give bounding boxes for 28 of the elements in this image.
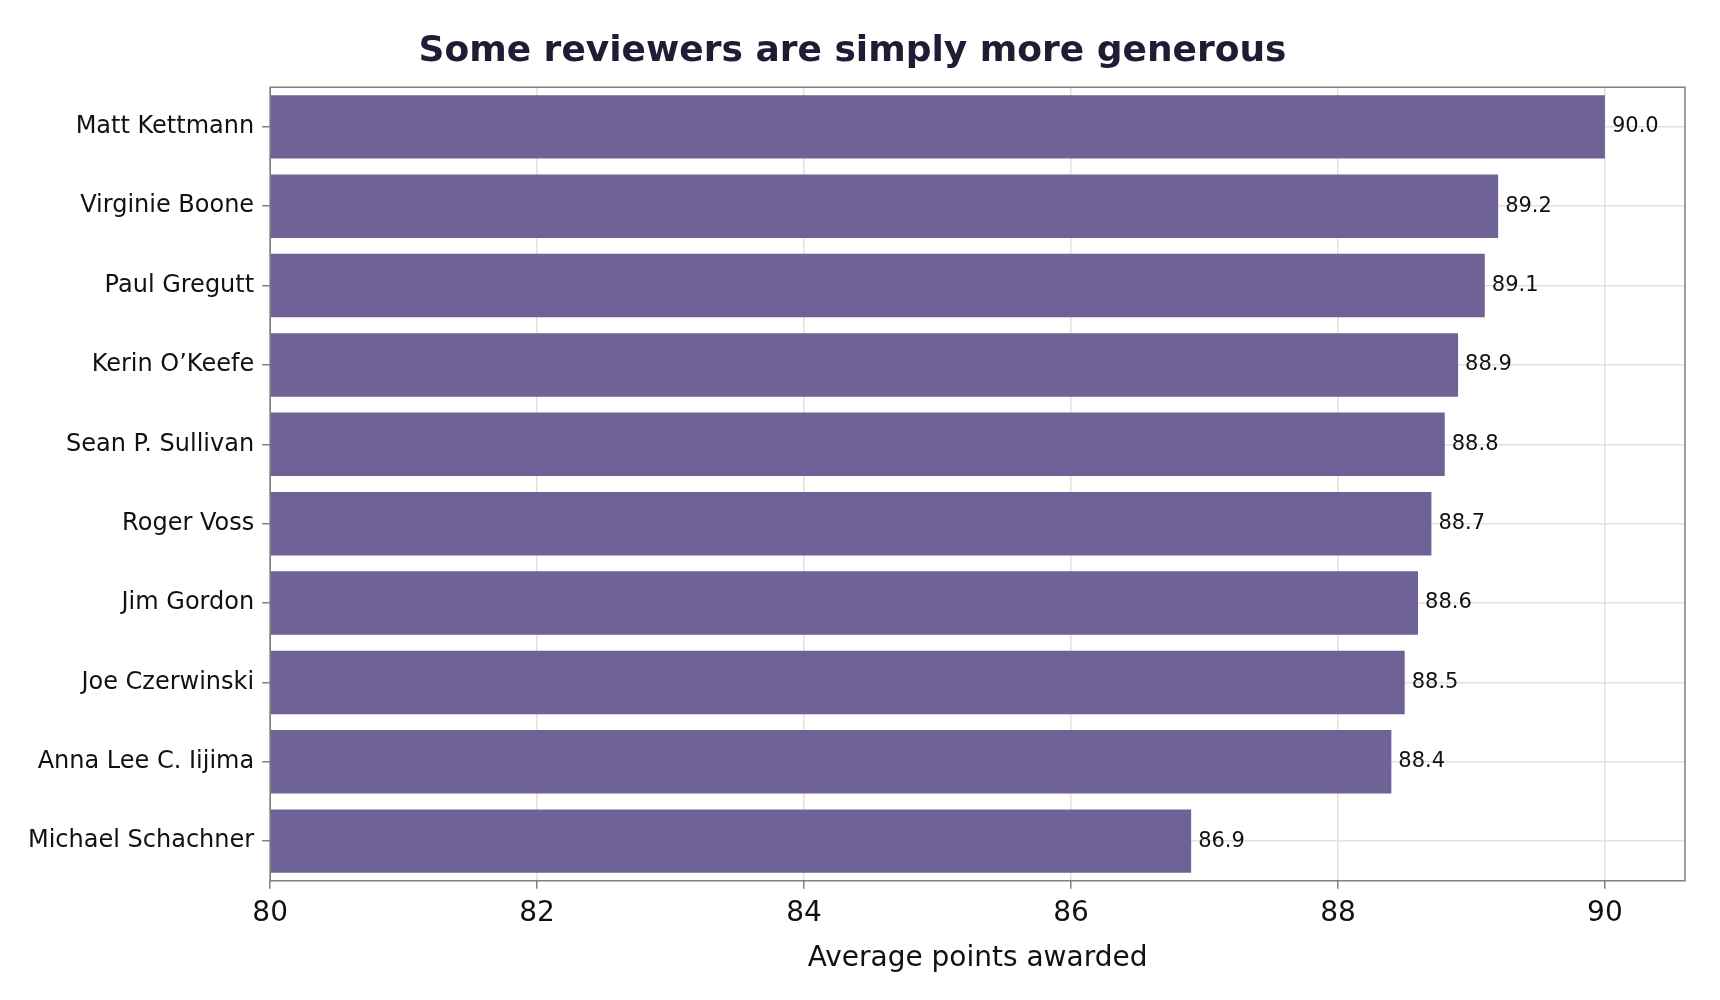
x-tick-label: 86 (1053, 894, 1089, 928)
y-tick-label: Paul Gregutt (104, 269, 255, 298)
y-tick-label: Sean P. Sullivan (66, 428, 255, 457)
x-tick-label: 90 (1587, 894, 1623, 928)
data-label: 88.9 (1465, 351, 1512, 376)
x-tick-label: 88 (1320, 894, 1356, 928)
data-label: 88.4 (1398, 748, 1446, 773)
data-label: 88.5 (1411, 668, 1459, 693)
x-axis-title: Average points awarded (807, 940, 1148, 974)
data-label: 88.6 (1425, 589, 1472, 614)
y-tick-label: Kerin O’Keefe (91, 349, 255, 378)
y-tick-label: Jim Gordon (119, 587, 255, 616)
data-label: 88.8 (1451, 430, 1499, 455)
chart-title: Some reviewers are simply more generous (418, 27, 1287, 69)
data-label: 88.7 (1438, 510, 1486, 535)
x-tick-label: 82 (519, 894, 555, 928)
y-tick-label: Joe Czerwinski (79, 666, 255, 695)
y-tick-label: Michael Schachner (27, 825, 255, 854)
y-tick-label: Matt Kettmann (75, 111, 255, 140)
data-label: 89.1 (1491, 272, 1539, 297)
data-label: 86.9 (1198, 827, 1245, 852)
y-tick-label: Virginie Boone (80, 190, 255, 219)
data-label: 89.2 (1505, 192, 1552, 217)
data-label: 90.0 (1611, 113, 1659, 138)
x-tick-label: 80 (252, 894, 288, 928)
x-tick-label: 84 (786, 894, 822, 928)
y-tick-label: Anna Lee C. Iijima (37, 745, 255, 774)
y-tick-label: Roger Voss (122, 507, 255, 536)
